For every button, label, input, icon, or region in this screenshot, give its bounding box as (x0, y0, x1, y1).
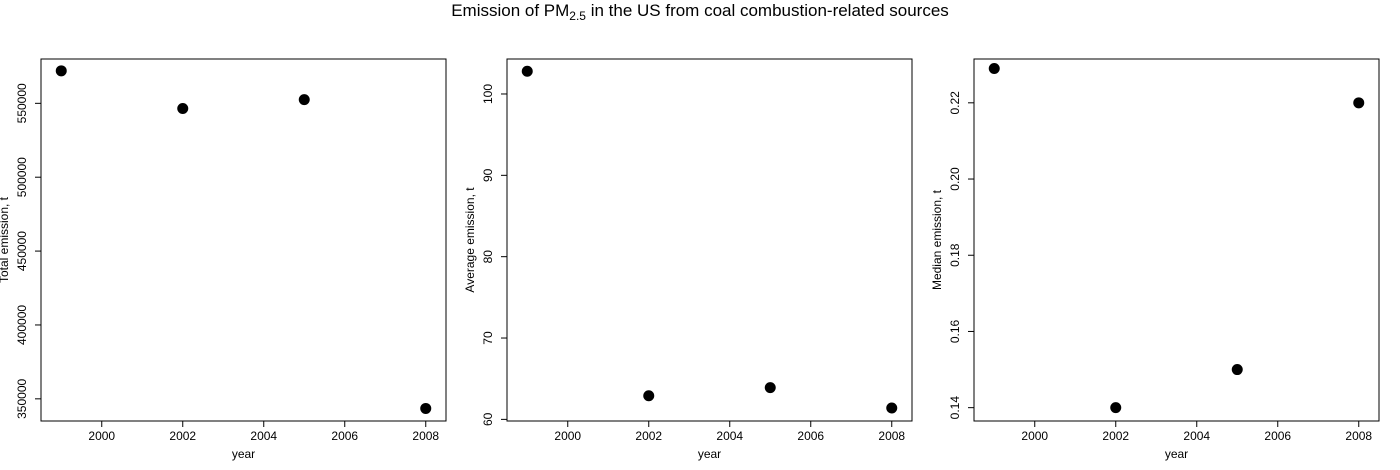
y-tick-label: 450000 (15, 231, 29, 271)
y-tick-label: 500000 (15, 157, 29, 197)
panel-total: 2000 2002 2004 2006 2008 350000 400000 450000 50… (0, 58, 447, 461)
y-tick-label: 90 (481, 168, 495, 182)
x-tick-label: 2006 (797, 429, 824, 443)
data-point (521, 65, 533, 77)
data-point (764, 382, 776, 394)
y-tick-label: 100 (481, 84, 495, 104)
x-tick-label: 2000 (554, 429, 581, 443)
y-tick-label: 0.18 (948, 243, 962, 267)
y-tick-label: 70 (481, 331, 495, 345)
panel-median: 2000 2002 2004 2006 2008 0.14 0.16 0.18 0.20 0.22… (930, 58, 1380, 461)
y-tick-label: 550000 (15, 83, 29, 123)
x-tick-label: 2004 (250, 429, 277, 443)
y-tick-label: 350000 (15, 378, 29, 418)
data-point (177, 102, 189, 114)
x-tick-label: 2006 (1264, 429, 1291, 443)
x-tick-label: 2006 (331, 429, 358, 443)
panel-average: 2000 2002 2004 2006 2008 60 70 80 90 100 year Avera… (463, 58, 913, 461)
y-tick-label: 60 (481, 412, 495, 426)
x-tick-label: 2004 (716, 429, 743, 443)
x-axis-label: year (1165, 447, 1188, 461)
x-axis-label: year (232, 447, 255, 461)
x-tick-label: 2008 (1345, 429, 1372, 443)
plot-frame-median (973, 58, 1380, 422)
data-point (643, 390, 655, 402)
x-tick-label: 2000 (1021, 429, 1048, 443)
x-axis-label: year (698, 447, 721, 461)
x-tick-label: 2002 (1102, 429, 1129, 443)
y-tick-label: 80 (481, 250, 495, 264)
x-tick-label: 2004 (1183, 429, 1210, 443)
x-tick-label: 2002 (169, 429, 196, 443)
data-point (1231, 364, 1243, 376)
x-tick-label: 2008 (878, 429, 905, 443)
plot-frame-average (506, 58, 913, 422)
data-point (1353, 97, 1365, 109)
y-axis-label: Total emission, t (0, 196, 11, 283)
x-tick-label: 2008 (412, 429, 439, 443)
data-point (55, 65, 67, 77)
plot-frame-total (40, 58, 447, 422)
y-tick-label: 0.20 (948, 167, 962, 191)
data-point (420, 402, 432, 414)
x-tick-label: 2000 (88, 429, 115, 443)
y-tick-label: 0.22 (948, 91, 962, 115)
y-tick-label: 0.16 (948, 319, 962, 343)
data-point (988, 63, 1000, 75)
x-tick-label: 2002 (635, 429, 662, 443)
y-axis-label: Average emission, t (463, 187, 477, 293)
chart-title: Emission of PM2.5 in the US from coal co… (451, 1, 949, 23)
y-axis-label: Median emission, t (930, 189, 944, 290)
y-tick-label: 400000 (15, 305, 29, 345)
data-point (886, 402, 898, 414)
data-point (298, 94, 310, 106)
y-tick-label: 0.14 (948, 396, 962, 420)
data-point (1110, 402, 1122, 414)
